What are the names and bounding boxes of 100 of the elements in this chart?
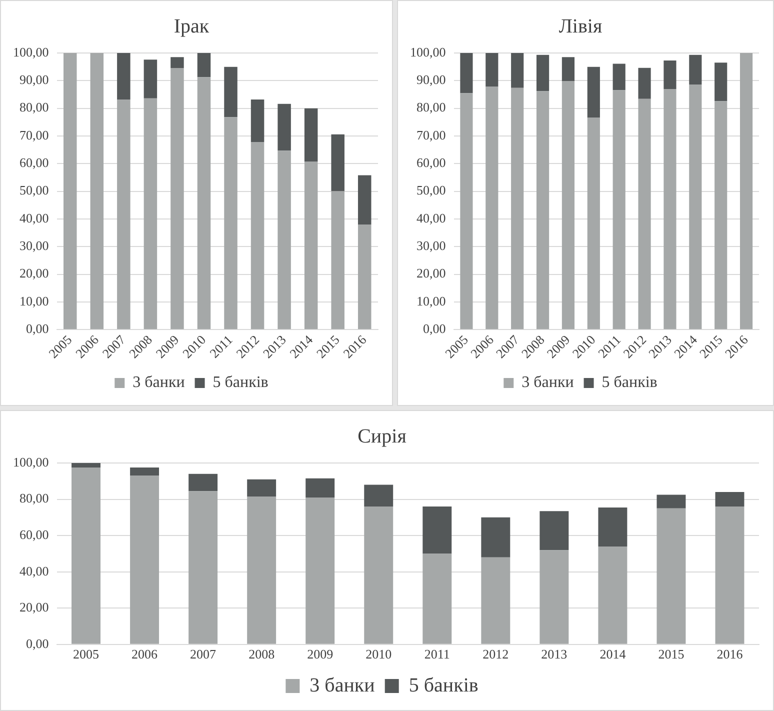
y-tick-label: 30,00 xyxy=(20,238,49,254)
legend-label: 3 банки xyxy=(132,374,186,392)
bar xyxy=(117,99,130,330)
bar xyxy=(638,68,651,99)
bar xyxy=(481,557,510,644)
bar xyxy=(715,506,744,644)
bar xyxy=(278,104,291,151)
bar xyxy=(117,53,130,100)
bar xyxy=(715,492,744,507)
chart-title: Сирія xyxy=(358,425,406,448)
bar xyxy=(364,484,394,507)
bar xyxy=(90,53,104,330)
bar xyxy=(188,474,218,492)
bar xyxy=(536,54,550,92)
x-tick-label: 2009 xyxy=(307,646,334,662)
bar xyxy=(460,53,473,94)
bar xyxy=(422,554,452,644)
bar xyxy=(331,134,344,192)
y-tick-label: 40,00 xyxy=(20,563,49,578)
bar xyxy=(130,468,160,476)
bar xyxy=(714,62,728,102)
bar xyxy=(598,507,628,546)
bar xyxy=(562,57,575,82)
bar xyxy=(511,53,524,88)
bar xyxy=(638,98,651,330)
bar xyxy=(144,60,158,98)
y-tick-label: 50,00 xyxy=(416,182,446,198)
y-tick-label: 100,00 xyxy=(410,44,446,60)
bar xyxy=(197,53,211,78)
bar xyxy=(304,108,318,162)
bar xyxy=(587,66,600,118)
y-tick-label: 70,00 xyxy=(416,127,446,142)
bar xyxy=(130,476,160,644)
bar xyxy=(364,506,394,644)
y-tick-label: 90,00 xyxy=(20,72,49,88)
y-tick-label: 80,00 xyxy=(20,100,49,115)
x-tick-label: 2015 xyxy=(658,646,684,662)
bar xyxy=(486,86,498,330)
y-tick-label: 20,00 xyxy=(416,266,446,281)
bar xyxy=(540,550,569,644)
bar xyxy=(224,66,238,118)
legend-label: 5 банків xyxy=(602,374,658,392)
legend-label: 5 банків xyxy=(408,674,478,696)
bar xyxy=(656,494,686,508)
bar xyxy=(664,60,676,89)
x-tick-label: 2016 xyxy=(716,646,744,662)
bar xyxy=(562,81,575,330)
bar xyxy=(587,118,600,330)
x-tick-label: 2011 xyxy=(206,332,236,361)
x-tick-label: 2010 xyxy=(366,646,392,662)
x-tick-label: 2014 xyxy=(600,646,626,662)
y-tick-label: 30,00 xyxy=(416,238,446,254)
y-tick-label: 10,00 xyxy=(416,293,446,308)
x-tick-label: 2013 xyxy=(541,646,568,662)
bar xyxy=(72,468,100,644)
y-tick-label: 100,00 xyxy=(13,44,49,60)
bar xyxy=(689,84,702,330)
y-tick-label: 80,00 xyxy=(20,490,49,506)
y-tick-label: 0,00 xyxy=(26,321,49,336)
legend-label: 5 банків xyxy=(212,374,269,392)
chart-title: Лівія xyxy=(558,15,602,38)
y-tick-label: 100,00 xyxy=(13,454,49,470)
legend-label: 3 банки xyxy=(310,674,376,696)
bar xyxy=(306,478,335,498)
bar xyxy=(540,511,569,550)
bar xyxy=(188,491,218,644)
y-tick-label: 40,00 xyxy=(20,210,49,226)
bar xyxy=(247,479,276,497)
y-tick-label: 90,00 xyxy=(416,72,446,88)
bar xyxy=(740,53,753,330)
bar xyxy=(247,496,276,644)
y-tick-label: 70,00 xyxy=(20,127,49,142)
x-tick-label: 2006 xyxy=(132,646,158,662)
y-tick-label: 0,00 xyxy=(26,636,49,651)
bar xyxy=(170,57,184,68)
bar xyxy=(486,53,498,87)
bar xyxy=(598,546,628,644)
y-tick-label: 40,00 xyxy=(416,210,446,226)
bar xyxy=(144,98,158,330)
y-tick-label: 60,00 xyxy=(20,526,49,542)
bar xyxy=(224,117,238,330)
bar xyxy=(511,88,524,330)
y-tick-label: 0,00 xyxy=(423,321,446,336)
bar xyxy=(197,77,211,330)
bar xyxy=(250,142,264,330)
bar xyxy=(536,91,550,330)
bar xyxy=(250,99,264,142)
bar xyxy=(656,508,686,644)
x-tick-label: 2005 xyxy=(73,646,100,662)
bar xyxy=(481,517,510,558)
bar xyxy=(358,224,372,330)
bar xyxy=(170,68,184,330)
bar xyxy=(689,54,702,85)
chart-title: Ірак xyxy=(174,15,210,38)
x-tick-label: 2008 xyxy=(248,646,275,662)
bar xyxy=(422,506,452,554)
y-tick-label: 50,00 xyxy=(20,182,49,198)
bar xyxy=(714,101,728,330)
bar xyxy=(612,90,626,330)
bar xyxy=(64,53,77,330)
